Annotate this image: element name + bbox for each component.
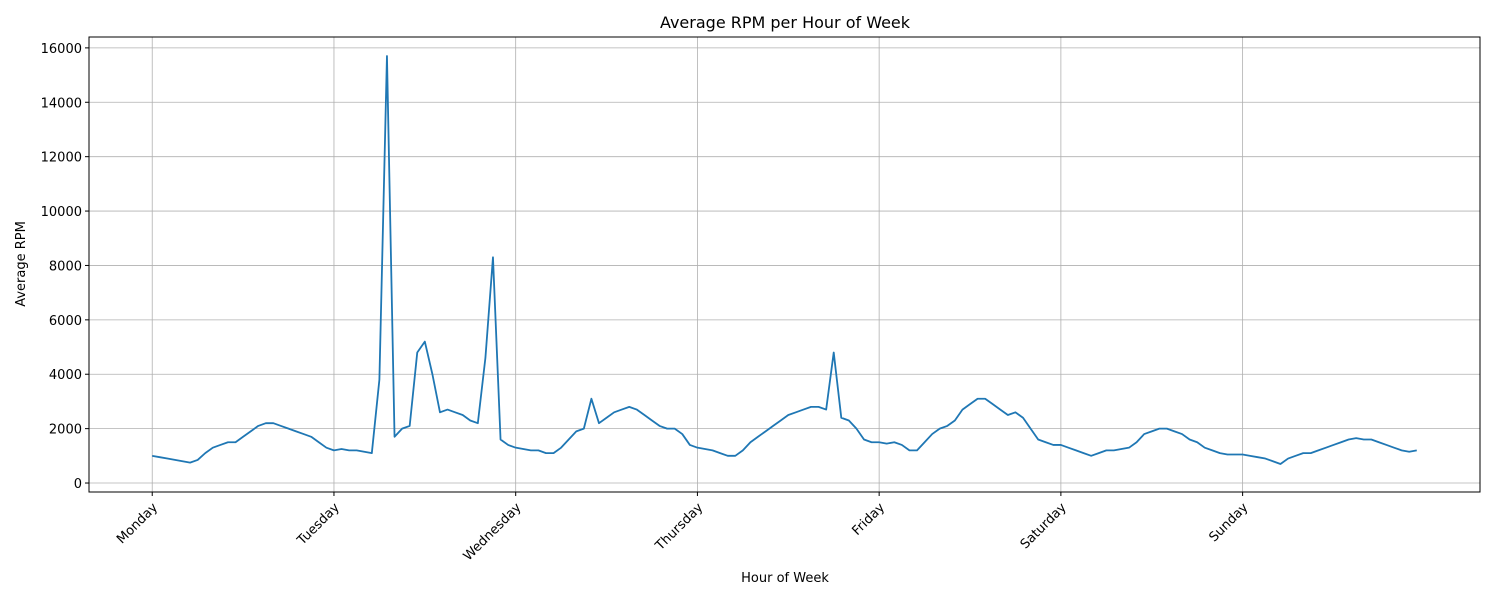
y-tick-label: 4000 [49,368,82,383]
x-tick-label: Friday [850,500,889,539]
x-tick-label: Monday [114,500,161,547]
y-tick-label: 10000 [41,205,82,220]
y-axis-label: Average RPM [14,221,29,307]
y-tick-label: 2000 [49,423,82,438]
x-tick-label: Sunday [1206,500,1251,545]
y-tick-label: 14000 [41,96,82,111]
x-axis-label: Hour of Week [741,571,829,586]
chart-title: Average RPM per Hour of Week [660,13,911,32]
y-tick-label: 8000 [49,259,82,274]
x-tick-label: Thursday [652,500,706,554]
data-line [152,55,1417,465]
x-tick-label: Saturday [1018,500,1070,552]
plot-frame [88,36,1481,493]
x-tick-label: Tuesday [294,500,343,549]
y-tick-label: 16000 [41,42,82,57]
y-tick-label: 12000 [41,151,82,166]
y-tick-label: 0 [74,477,82,492]
y-tick-label: 6000 [49,314,82,329]
x-tick-label: Wednesday [461,500,525,564]
